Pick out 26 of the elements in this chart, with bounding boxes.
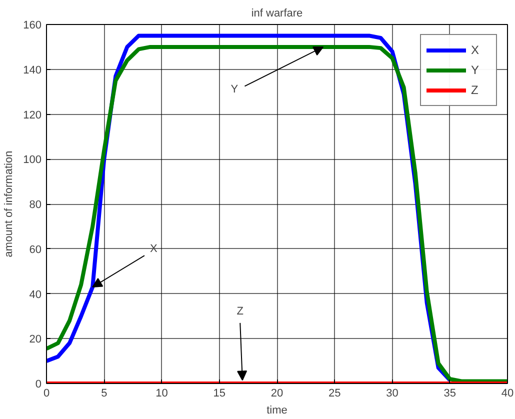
x-tick-label: 5: [101, 388, 108, 400]
y-tick-label: 160: [23, 20, 42, 32]
annotation: Y: [230, 84, 239, 96]
x-tick-label: 0: [43, 388, 50, 400]
x-tick-label: 30: [386, 388, 398, 400]
legend-label: Y: [471, 63, 480, 77]
y-tick-label: 20: [29, 334, 42, 346]
y-tick-label: 120: [23, 109, 42, 122]
annotation: Z: [236, 306, 244, 318]
y-tick-label: 0: [35, 378, 42, 390]
x-tick-label: 15: [213, 388, 226, 400]
x-tick-label: 10: [156, 388, 168, 400]
x-tick-label: 20: [270, 388, 284, 400]
y-tick-label: 60: [29, 244, 42, 256]
y-tick-label: 80: [29, 199, 42, 211]
x-axis-title: time: [266, 404, 288, 416]
y-tick-label: 140: [23, 64, 42, 76]
y-axis-title: amount of information: [3, 150, 16, 258]
y-tick-label: 100: [23, 154, 42, 166]
legend-label: Z: [471, 83, 480, 97]
chart-title: inf warfare: [251, 8, 303, 20]
legend-label: X: [471, 43, 480, 57]
y-tick-label: 40: [29, 288, 42, 301]
x-tick-label: 35: [444, 388, 456, 400]
x-tick-label: 25: [328, 388, 341, 400]
x-tick-label: 40: [501, 388, 514, 400]
